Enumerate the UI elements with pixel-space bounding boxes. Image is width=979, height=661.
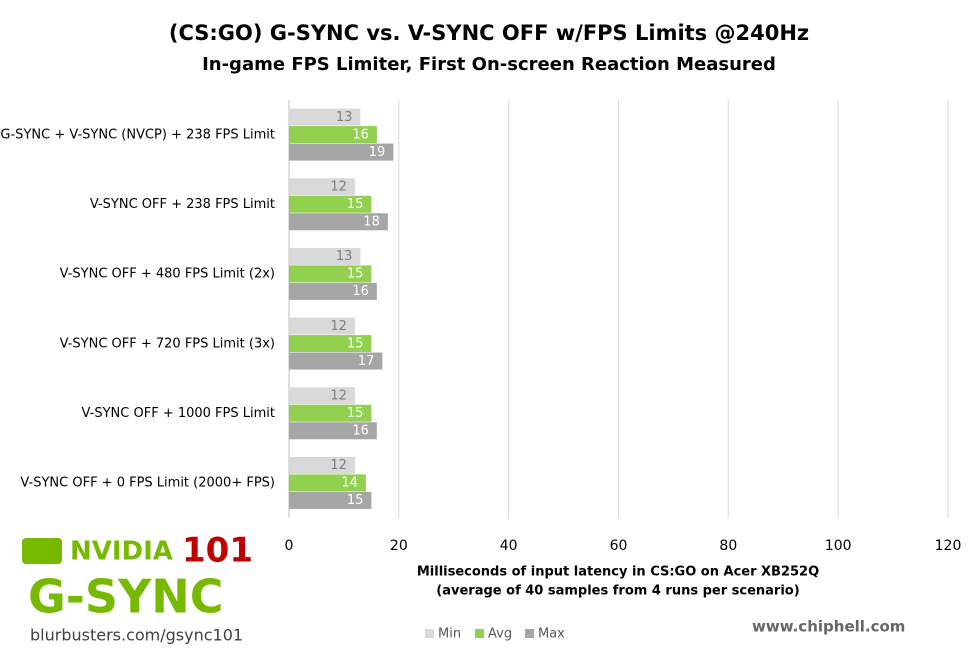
x-tick-label: 80: [719, 538, 737, 554]
legend-label: Avg: [488, 627, 512, 642]
value-label: 15: [347, 267, 364, 282]
value-label: 12: [330, 458, 347, 473]
bar: [289, 352, 383, 370]
bar: [289, 422, 377, 440]
bar: [289, 282, 377, 300]
bar: [289, 213, 388, 231]
x-tick-label: 60: [610, 538, 628, 554]
bar: [289, 335, 372, 353]
x-tick-label: 0: [285, 538, 294, 554]
y-tick-label: V-SYNC OFF + 238 FPS Limit: [90, 197, 275, 212]
y-tick-label: V-SYNC OFF + 720 FPS Limit (3x): [60, 336, 275, 351]
x-tick-label: 120: [935, 538, 962, 554]
value-label: 18: [363, 215, 380, 230]
bar: [289, 126, 377, 144]
logo-text: 101: [182, 531, 253, 571]
value-label: 13: [336, 249, 353, 264]
x-axis-label: Milliseconds of input latency in CS:GO o…: [417, 565, 819, 580]
bar: [289, 474, 366, 492]
legend-label: Min: [438, 627, 461, 642]
value-label: 15: [347, 336, 364, 351]
value-label: 12: [330, 180, 347, 195]
bar: [289, 265, 372, 283]
bar: [289, 178, 355, 196]
bar: [289, 108, 361, 126]
legend-label: Max: [538, 627, 565, 642]
bar: [289, 491, 372, 509]
bar: [289, 404, 372, 422]
value-label: 14: [341, 476, 358, 491]
legend-swatch: [425, 629, 434, 638]
legend-swatch: [525, 629, 534, 638]
y-tick-label: G-SYNC + V-SYNC (NVCP) + 238 FPS Limit: [0, 127, 275, 142]
value-label: 12: [330, 319, 347, 334]
value-label: 12: [330, 389, 347, 404]
chart-subtitle: In-game FPS Limiter, First On-screen Rea…: [202, 54, 776, 75]
chart-title: (CS:GO) G-SYNC vs. V-SYNC OFF w/FPS Limi…: [169, 21, 809, 45]
logo-icon: [22, 538, 62, 564]
x-tick-label: 40: [500, 538, 518, 554]
value-label: 13: [336, 110, 353, 125]
x-tick-label: 20: [390, 538, 408, 554]
legend-swatch: [475, 629, 484, 638]
value-label: 19: [369, 145, 386, 160]
logo-url: blurbusters.com/gsync101: [30, 626, 243, 645]
logo-text: NVIDIA: [70, 537, 173, 567]
bar: [289, 143, 394, 161]
watermark: www.chiphell.com: [752, 618, 905, 636]
bar: [289, 247, 361, 265]
value-label: 17: [358, 354, 375, 369]
x-axis-label: (average of 40 samples from 4 runs per s…: [436, 584, 799, 599]
bar: [289, 195, 372, 213]
x-tick-label: 100: [825, 538, 852, 554]
value-label: 15: [347, 493, 364, 508]
logo-text: G-SYNC: [28, 570, 224, 624]
bar: [289, 317, 355, 335]
value-label: 16: [352, 424, 369, 439]
value-label: 16: [352, 284, 369, 299]
bar: [289, 456, 355, 474]
bar: [289, 387, 355, 405]
y-tick-label: V-SYNC OFF + 0 FPS Limit (2000+ FPS): [20, 476, 275, 491]
value-label: 16: [352, 127, 369, 142]
y-tick-label: V-SYNC OFF + 1000 FPS Limit: [82, 406, 275, 421]
value-label: 15: [347, 197, 364, 212]
value-label: 15: [347, 406, 364, 421]
logo: NVIDIA 101 G-SYNC blurbusters.com/gsync1…: [22, 531, 905, 645]
y-tick-label: V-SYNC OFF + 480 FPS Limit (2x): [60, 267, 275, 282]
